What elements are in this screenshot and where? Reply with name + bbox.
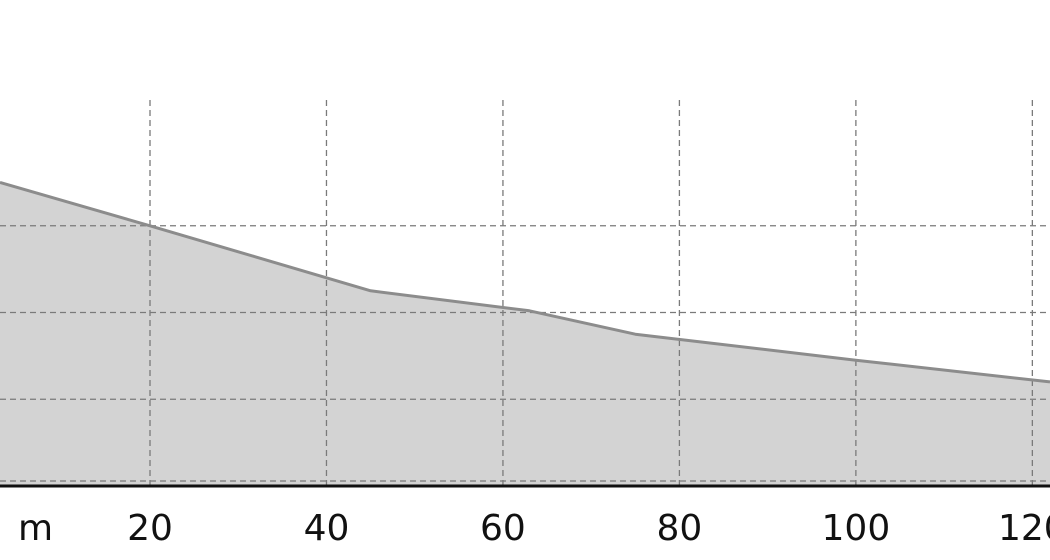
- x-tick-label-80: 80: [657, 508, 703, 549]
- grid-layer: [0, 100, 1050, 486]
- x-tick-label-100: 100: [822, 508, 891, 549]
- x-tick-label-60: 60: [480, 508, 526, 549]
- profile-line: [0, 180, 1050, 384]
- x-tick-label-20: 20: [127, 508, 173, 549]
- x-tick-label-120: 120: [998, 508, 1050, 549]
- label-layer: m 20 40 60 80 100 120: [18, 508, 1050, 549]
- area-layer: [0, 182, 1050, 486]
- area-fill: [0, 182, 1050, 486]
- x-axis-unit-label: m: [18, 508, 53, 549]
- x-tick-label-40: 40: [304, 508, 350, 549]
- line-layer: [0, 180, 1050, 384]
